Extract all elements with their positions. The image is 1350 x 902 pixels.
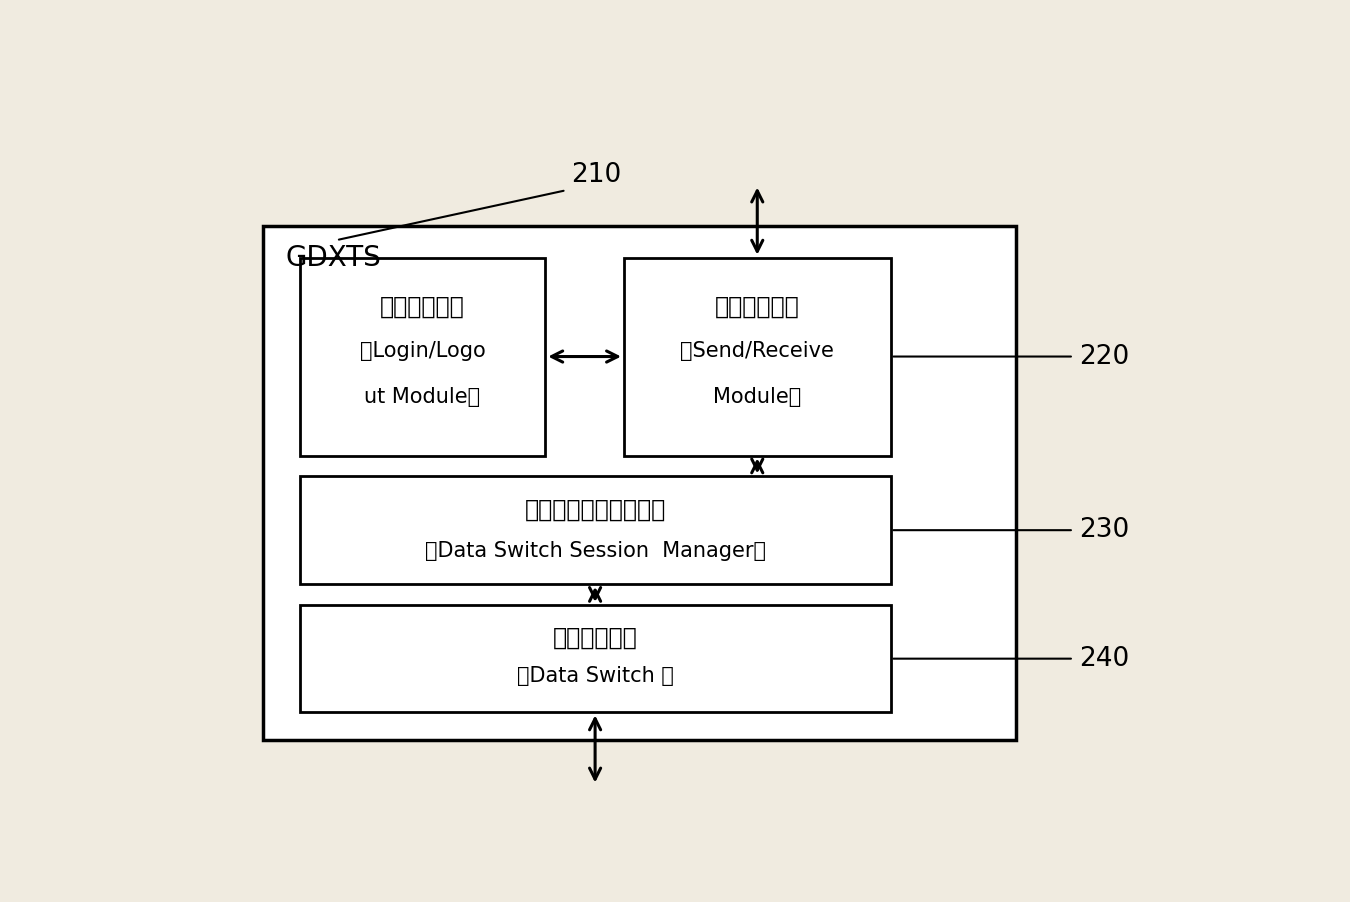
Text: 数据交换模块: 数据交换模块 <box>552 626 637 649</box>
Text: 发送接收模块: 发送接收模块 <box>716 295 799 318</box>
Text: （Send/Receive: （Send/Receive <box>680 341 834 361</box>
Bar <box>624 258 891 456</box>
Text: GDXTS: GDXTS <box>286 244 382 272</box>
Text: 210: 210 <box>571 162 622 189</box>
Text: 数据交换会话管理模块: 数据交换会话管理模块 <box>524 497 666 521</box>
Bar <box>300 605 891 713</box>
Text: 230: 230 <box>1079 517 1129 543</box>
Text: 240: 240 <box>1079 646 1129 672</box>
Text: 注册注销模块: 注册注销模块 <box>381 295 464 318</box>
Text: ut Module）: ut Module） <box>364 387 481 407</box>
Text: Module）: Module） <box>713 387 802 407</box>
Text: （Data Switch ）: （Data Switch ） <box>517 666 674 686</box>
Text: （Login/Logo: （Login/Logo <box>359 341 486 361</box>
Text: （Data Switch Session  Manager）: （Data Switch Session Manager） <box>425 541 765 561</box>
Bar <box>300 258 545 456</box>
Text: 220: 220 <box>1079 344 1129 370</box>
Bar <box>300 476 891 584</box>
Bar <box>263 226 1017 741</box>
